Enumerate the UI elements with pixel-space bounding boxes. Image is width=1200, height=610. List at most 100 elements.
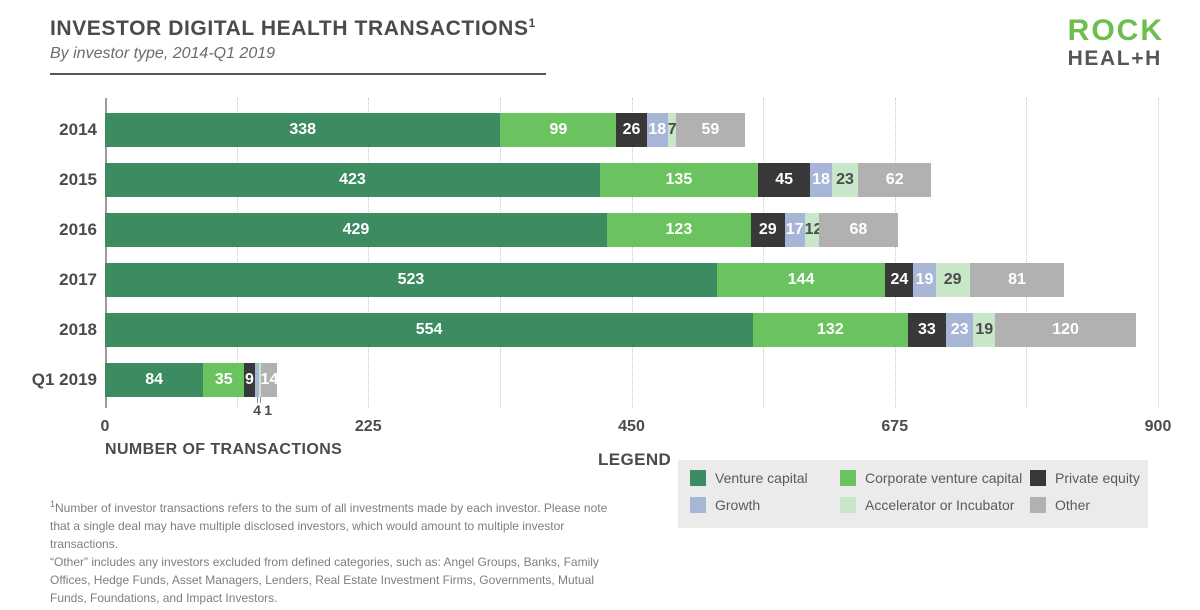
legend-item: Private equity (1030, 470, 1150, 486)
footnote: 1Number of investor transactions refers … (50, 498, 612, 610)
x-tick-label: 225 (354, 418, 382, 435)
bar-segment: 99 (500, 113, 617, 147)
bar-row: 523 144 24 19 29 81 (105, 263, 1065, 297)
footnote-text-1: Number of investor transactions refers t… (50, 501, 608, 551)
bar-segment: 7 (667, 113, 677, 147)
bar-segment: 18 (646, 113, 668, 147)
gridline (1026, 98, 1028, 408)
x-tick-label: 675 (881, 418, 909, 435)
legend-swatch (1030, 470, 1046, 486)
bar-row: 429 123 29 17 12 68 (105, 213, 899, 247)
legend-label: Other (1055, 497, 1091, 513)
footnote-marker: 1 (50, 499, 56, 509)
bar-segment: 68 (818, 213, 899, 247)
legend-swatch (840, 497, 856, 513)
rock-health-logo: ROCK HEAL+H (1067, 14, 1164, 70)
gridline (236, 98, 238, 408)
bar-segment (259, 363, 261, 397)
category-label: 2017 (59, 270, 97, 289)
title-footnote-marker: 1 (528, 16, 536, 30)
outside-value-label: 4 (253, 402, 261, 418)
stacked-bar-chart: 2014 338 99 26 18 7 59 2015 423 135 45 18 23 62 2016 42… (31, 98, 1172, 435)
bar-segment: 81 (969, 263, 1065, 297)
x-tick-label: 0 (100, 418, 110, 435)
bar-segment: 123 (606, 213, 751, 247)
bar-segment: 429 (105, 213, 607, 247)
legend-label: Accelerator or Incubator (865, 497, 1015, 513)
legend-swatch (840, 470, 856, 486)
legend-label: Venture capital (715, 470, 808, 486)
legend-swatch (690, 470, 706, 486)
legend-item: Accelerator or Incubator (840, 497, 1030, 513)
legend-label: Private equity (1055, 470, 1140, 486)
legend-swatch (690, 497, 706, 513)
legend-label: Growth (715, 497, 761, 513)
category-label: 2016 (59, 220, 97, 239)
bar-segment: 14 (260, 363, 278, 397)
bar-segment: 45 (757, 163, 811, 197)
category-label: Q1 2019 (31, 370, 97, 389)
legend-item: Growth (690, 497, 840, 513)
footnote-line-2: “Other” includes any investors excluded … (50, 555, 599, 605)
gridline (763, 98, 765, 408)
bar-row: 423 135 45 18 23 62 (105, 163, 931, 197)
legend-title: LEGEND (598, 450, 672, 469)
chart-header: INVESTOR DIGITAL HEALTH TRANSACTIONS1 By… (50, 16, 546, 76)
logo-health-text: HEAL+H (1067, 47, 1162, 70)
page-title: INVESTOR DIGITAL HEALTH TRANSACTIONS1 (50, 16, 546, 41)
bar-segment: 26 (616, 113, 647, 147)
y-axis-line (105, 98, 107, 408)
category-label: 2014 (59, 120, 97, 139)
bar-segment: 59 (675, 113, 745, 147)
bar-segment: 84 (105, 363, 204, 397)
legend-box: Venture capital Corporate venture capital… (678, 460, 1148, 528)
bar-segment: 523 (105, 263, 717, 297)
bar-segment: 19 (973, 313, 996, 347)
leader-line (257, 397, 259, 403)
leader-line (260, 397, 262, 403)
gridline (631, 98, 633, 408)
bar-segment: 35 (203, 363, 245, 397)
legend-item: Corporate venture capital (840, 470, 1030, 486)
legend-grid: Venture capital Corporate venture capital… (690, 470, 1148, 513)
gridline (1158, 98, 1159, 408)
bar-segment: 17 (784, 213, 805, 247)
bar-segment: 135 (599, 163, 758, 197)
page-title-text: INVESTOR DIGITAL HEALTH TRANSACTIONS (50, 17, 529, 40)
footnote-line-1: 1Number of investor transactions refers … (50, 498, 612, 553)
legend-item: Venture capital (690, 470, 840, 486)
x-tick-label: 450 (618, 418, 645, 435)
bar-segment: 23 (831, 163, 859, 197)
bar-segment: 132 (753, 313, 908, 347)
gridline (368, 98, 370, 408)
bar-row: 84 35 9 14 (105, 363, 278, 397)
bar-segment: 423 (105, 163, 600, 197)
bar-segment: 29 (750, 213, 785, 247)
legend-swatch (1030, 497, 1046, 513)
bar-segment: 554 (105, 313, 754, 347)
logo-rock-text: ROCK (1067, 14, 1164, 47)
bar-segment (254, 363, 260, 397)
bar-segment: 12 (804, 213, 822, 247)
bar-segment: 23 (946, 313, 974, 347)
x-tick-label: 900 (1144, 418, 1172, 435)
bar-segment: 19 (913, 263, 936, 297)
page-subtitle: By investor type, 2014-Q1 2019 (50, 45, 276, 63)
gridline (499, 98, 501, 408)
bar-segment: 18 (810, 163, 832, 197)
bar-segment: 33 (907, 313, 947, 347)
bar-segment: 338 (105, 113, 501, 147)
outside-value-label: 1 (264, 402, 272, 418)
legend-label: Corporate venture capital (865, 470, 1023, 486)
bar-segment: 24 (885, 263, 914, 297)
bar-segment: 120 (995, 313, 1136, 347)
x-axis-title: NUMBER OF TRANSACTIONS (105, 441, 343, 458)
category-label: 2015 (59, 170, 97, 189)
category-label: 2018 (59, 320, 97, 339)
gridline (894, 98, 896, 408)
bar-segment: 29 (935, 263, 970, 297)
bar-segment: 144 (716, 263, 886, 297)
bar-segment: 9 (244, 363, 255, 397)
bar-row: 554 132 33 23 19 120 (105, 313, 1136, 347)
